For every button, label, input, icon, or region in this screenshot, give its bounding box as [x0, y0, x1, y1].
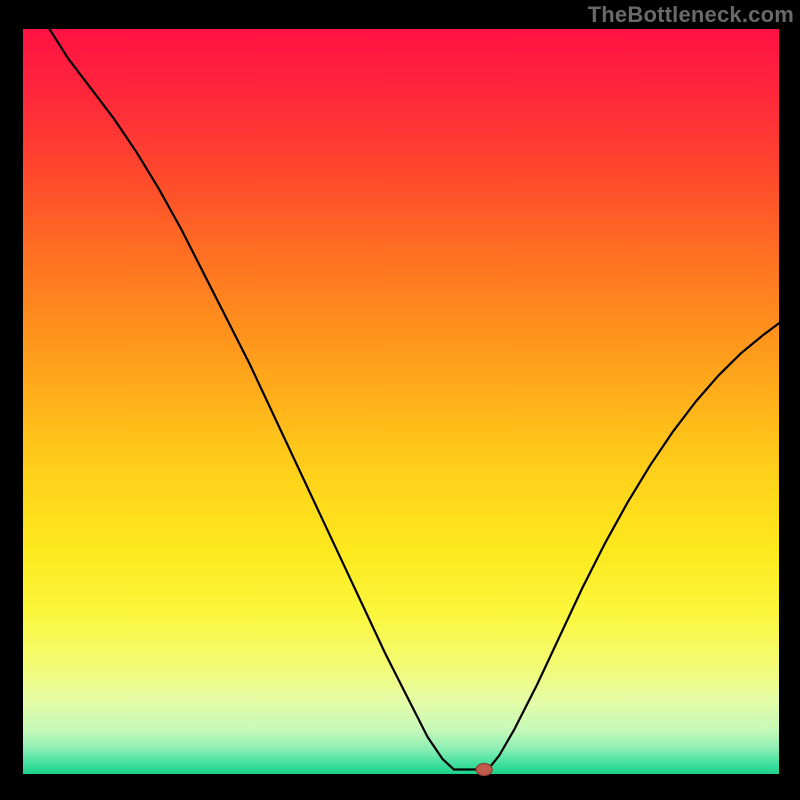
chart-root: { "watermark": { "text": "TheBottleneck.… — [0, 0, 800, 800]
bottleneck-curve-chart — [0, 0, 800, 800]
optimum-marker — [476, 764, 492, 776]
plot-background — [23, 29, 779, 774]
